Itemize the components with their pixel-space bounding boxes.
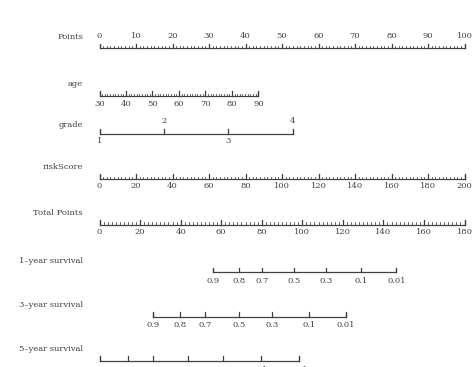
Text: 70: 70 bbox=[350, 32, 360, 40]
Text: 80: 80 bbox=[240, 182, 251, 190]
Text: 40: 40 bbox=[120, 100, 131, 108]
Text: 0.1: 0.1 bbox=[255, 366, 268, 367]
Text: 30: 30 bbox=[94, 100, 105, 108]
Text: 140: 140 bbox=[347, 182, 363, 190]
Text: 90: 90 bbox=[423, 32, 433, 40]
Text: 100: 100 bbox=[456, 32, 473, 40]
Text: 60: 60 bbox=[204, 182, 214, 190]
Text: 0.5: 0.5 bbox=[232, 321, 246, 330]
Text: 100: 100 bbox=[294, 228, 310, 236]
Text: 120: 120 bbox=[310, 182, 327, 190]
Text: 0.01: 0.01 bbox=[337, 321, 356, 330]
Text: 60: 60 bbox=[173, 100, 184, 108]
Text: 0.7: 0.7 bbox=[147, 366, 160, 367]
Text: 180: 180 bbox=[420, 182, 436, 190]
Text: 0: 0 bbox=[97, 182, 102, 190]
Text: 50: 50 bbox=[147, 100, 158, 108]
Text: 0.9: 0.9 bbox=[146, 321, 159, 330]
Text: 0.3: 0.3 bbox=[266, 321, 279, 330]
Text: 3: 3 bbox=[226, 137, 231, 145]
Text: 5–year survival: 5–year survival bbox=[19, 345, 83, 353]
Text: 90: 90 bbox=[253, 100, 264, 108]
Text: 20: 20 bbox=[167, 32, 178, 40]
Text: 0.01: 0.01 bbox=[387, 277, 406, 285]
Text: 0.5: 0.5 bbox=[182, 366, 195, 367]
Text: 2: 2 bbox=[161, 117, 167, 125]
Text: Points: Points bbox=[57, 33, 83, 41]
Text: grade: grade bbox=[58, 121, 83, 129]
Text: 20: 20 bbox=[135, 228, 146, 236]
Text: 0.8: 0.8 bbox=[232, 277, 246, 285]
Text: 0.3: 0.3 bbox=[217, 366, 230, 367]
Text: 0.3: 0.3 bbox=[320, 277, 333, 285]
Text: 1: 1 bbox=[97, 137, 102, 145]
Text: 0.7: 0.7 bbox=[256, 277, 269, 285]
Text: 0.7: 0.7 bbox=[198, 321, 211, 330]
Text: age: age bbox=[68, 80, 83, 88]
Text: 50: 50 bbox=[277, 32, 287, 40]
Text: 160: 160 bbox=[383, 182, 400, 190]
Text: 0.5: 0.5 bbox=[288, 277, 301, 285]
Text: 100: 100 bbox=[274, 182, 290, 190]
Text: 0.01: 0.01 bbox=[290, 366, 309, 367]
Text: 40: 40 bbox=[175, 228, 186, 236]
Text: 20: 20 bbox=[131, 182, 141, 190]
Text: 40: 40 bbox=[167, 182, 178, 190]
Text: 80: 80 bbox=[256, 228, 267, 236]
Text: 0.9: 0.9 bbox=[93, 366, 106, 367]
Text: 0: 0 bbox=[97, 32, 102, 40]
Text: 80: 80 bbox=[227, 100, 237, 108]
Text: 4: 4 bbox=[290, 117, 296, 125]
Text: 10: 10 bbox=[131, 32, 141, 40]
Text: 80: 80 bbox=[386, 32, 397, 40]
Text: 120: 120 bbox=[335, 228, 351, 236]
Text: 30: 30 bbox=[204, 32, 214, 40]
Text: 60: 60 bbox=[216, 228, 227, 236]
Text: 70: 70 bbox=[200, 100, 211, 108]
Text: 0.8: 0.8 bbox=[121, 366, 135, 367]
Text: 0: 0 bbox=[97, 228, 102, 236]
Text: 0.8: 0.8 bbox=[173, 321, 187, 330]
Text: 0.9: 0.9 bbox=[206, 277, 219, 285]
Text: 160: 160 bbox=[416, 228, 432, 236]
Text: 140: 140 bbox=[375, 228, 392, 236]
Text: 1–year survival: 1–year survival bbox=[19, 257, 83, 265]
Text: riskScore: riskScore bbox=[43, 163, 83, 171]
Text: 60: 60 bbox=[313, 32, 324, 40]
Text: 180: 180 bbox=[456, 228, 473, 236]
Text: 0.1: 0.1 bbox=[303, 321, 316, 330]
Text: 3–year survival: 3–year survival bbox=[19, 301, 83, 309]
Text: 200: 200 bbox=[456, 182, 473, 190]
Text: 40: 40 bbox=[240, 32, 251, 40]
Text: 0.1: 0.1 bbox=[355, 277, 368, 285]
Text: Total Points: Total Points bbox=[34, 209, 83, 217]
